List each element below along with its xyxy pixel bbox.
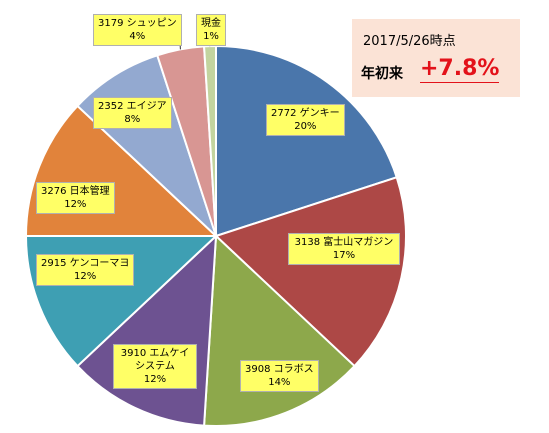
data-label: 3179 シュッピン 4% bbox=[93, 14, 182, 46]
data-label-percent: 8% bbox=[124, 114, 141, 125]
data-label: 3138 富士山マガジン 17% bbox=[288, 233, 400, 265]
data-label-name: 3179 シュッピン bbox=[98, 18, 177, 29]
data-label-name: 3910 エムケイ bbox=[120, 348, 190, 359]
data-label-percent: 4% bbox=[129, 31, 146, 42]
data-label: 2352 エイジア 8% bbox=[93, 97, 172, 129]
data-label-name: 現金 bbox=[201, 18, 221, 29]
data-label-percent: 14% bbox=[268, 377, 291, 388]
data-label-name: 2915 ケンコーマヨ bbox=[41, 258, 130, 269]
slice-3138 bbox=[214, 176, 407, 368]
data-label: 3910 エムケイ システム 12% bbox=[113, 344, 197, 389]
ytd-label: 年初来 bbox=[361, 66, 403, 82]
data-label-name: 2352 エイジア bbox=[98, 101, 167, 112]
data-label-percent: 1% bbox=[203, 31, 219, 42]
data-label: 3276 日本管理 12% bbox=[36, 182, 115, 214]
data-label-percent: 12% bbox=[64, 199, 87, 210]
data-label: 2915 ケンコーマヨ 12% bbox=[36, 254, 135, 286]
as-of-date: 2017/5/26時点 bbox=[363, 34, 456, 49]
data-label-name: 2772 ゲンキー bbox=[271, 108, 340, 119]
data-label: 2772 ゲンキー 20% bbox=[266, 104, 345, 136]
data-label-name: 3908 コラボス bbox=[245, 364, 314, 375]
slice-2772 bbox=[215, 44, 398, 238]
data-label-name: システム bbox=[135, 361, 175, 372]
data-label: 現金 1% bbox=[196, 14, 226, 46]
data-label-percent: 20% bbox=[294, 121, 317, 132]
performance-box: 2017/5/26時点 年初来 +7.8% bbox=[352, 19, 520, 97]
data-label-percent: 17% bbox=[332, 250, 356, 261]
data-label-name: 3276 日本管理 bbox=[41, 186, 110, 197]
data-label-name: 3138 富士山マガジン bbox=[294, 237, 394, 248]
data-label-percent: 12% bbox=[74, 271, 97, 282]
data-label-percent: 12% bbox=[143, 374, 167, 385]
data-label: 3908 コラボス 14% bbox=[240, 360, 319, 392]
ytd-value: +7.8% bbox=[420, 56, 500, 83]
